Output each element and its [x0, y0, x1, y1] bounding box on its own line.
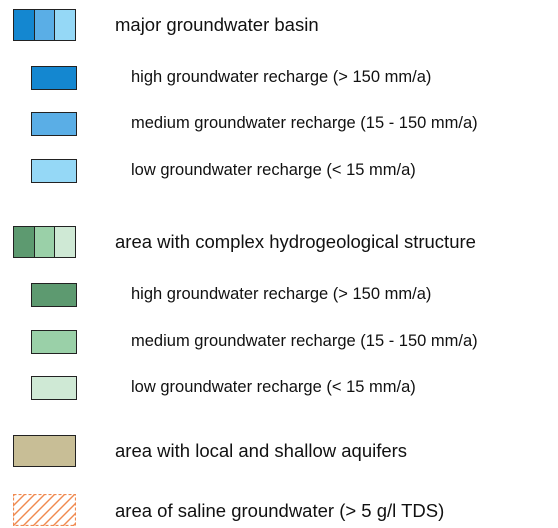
swatch-complex-high-recharge	[31, 283, 77, 307]
hatch-line	[52, 502, 76, 526]
legend-label-basin-medium-recharge: medium groundwater recharge (15 - 150 mm…	[131, 114, 478, 132]
legend-label-complex-medium-recharge: medium groundwater recharge (15 - 150 mm…	[131, 332, 478, 350]
swatch-basin-low-recharge	[31, 159, 77, 183]
swatch-cell-medium	[33, 10, 55, 40]
hatch-line	[42, 494, 76, 526]
hatch-line	[13, 494, 36, 517]
legend-label-shallow-aquifers: area with local and shallow aquifers	[115, 440, 408, 461]
hatch-line	[13, 494, 46, 526]
swatch-cell-medium	[33, 227, 55, 257]
legend-label-complex-high-recharge: high groundwater recharge (> 150 mm/a)	[131, 285, 432, 303]
swatch-complex-structure	[13, 226, 76, 258]
hatch-line	[32, 494, 66, 526]
legend-label-saline-groundwater: area of saline groundwater (> 5 g/l TDS)	[115, 500, 445, 521]
hatch-line	[13, 494, 26, 507]
swatch-cell-low	[54, 10, 76, 40]
hatch-line	[62, 512, 76, 526]
swatch-shallow-aquifers	[13, 435, 76, 467]
swatch-basin-medium-recharge	[31, 112, 77, 136]
swatch-complex-medium-recharge	[31, 330, 77, 354]
swatch-basin-high-recharge	[31, 66, 77, 90]
legend-label-major-groundwater-basin: major groundwater basin	[115, 14, 319, 35]
swatch-complex-low-recharge	[31, 376, 77, 400]
swatch-cell-high	[14, 10, 34, 40]
swatch-cell-high	[14, 227, 34, 257]
legend-label-basin-low-recharge: low groundwater recharge (< 15 mm/a)	[131, 161, 416, 179]
swatch-groundwater-basin	[13, 9, 76, 41]
legend-label-complex-low-recharge: low groundwater recharge (< 15 mm/a)	[131, 378, 416, 396]
legend-label-basin-high-recharge: high groundwater recharge (> 150 mm/a)	[131, 68, 432, 86]
legend-label-complex-structure: area with complex hydrogeological struct…	[115, 231, 476, 252]
swatch-saline-groundwater-hatch	[13, 494, 76, 526]
hatch-line	[22, 494, 56, 526]
swatch-cell-low	[54, 227, 76, 257]
